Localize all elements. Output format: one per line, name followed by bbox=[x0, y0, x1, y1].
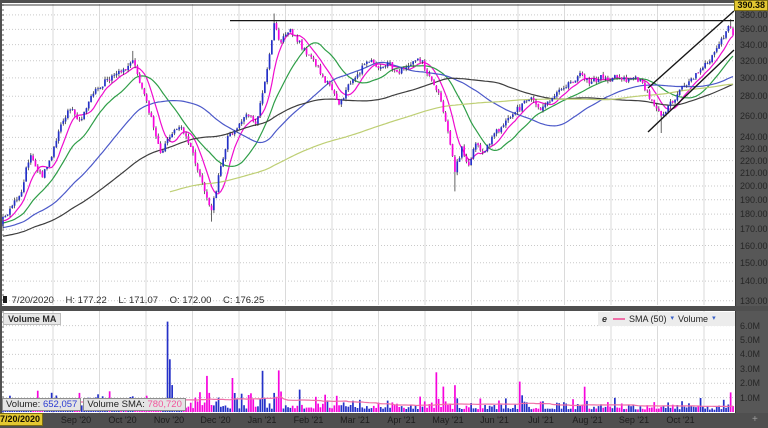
price-axis-tick: 140.00 bbox=[740, 276, 768, 287]
price-axis-tick: 210.00 bbox=[740, 168, 768, 178]
info-low: L: 171.07 bbox=[118, 295, 159, 306]
price-axis-tick: 360.00 bbox=[740, 24, 768, 35]
date-axis-month-label: Apr '21 bbox=[387, 415, 416, 425]
volume-axis[interactable]: 6.0M 5.0M 4.0M 3.0M 2.0M 1.0M bbox=[735, 311, 768, 413]
price-axis-tick: 280.00 bbox=[740, 91, 768, 102]
volume-readouts: Volume: 652,057 Volume SMA: 780,720 bbox=[2, 398, 186, 411]
date-axis-month-label: Dec '20 bbox=[200, 415, 231, 425]
info-open: O: 172.00 bbox=[169, 295, 212, 306]
volume-ma-panel-label[interactable]: Volume MA bbox=[3, 313, 62, 325]
legend-item-volume[interactable]: Volume bbox=[678, 314, 709, 324]
price-axis-tick: 200.00 bbox=[740, 181, 768, 191]
price-axis-tick: 340.00 bbox=[740, 39, 768, 50]
volume-sma-readout: Volume SMA: 780,720 bbox=[83, 398, 186, 411]
price-axis-tick: 180.00 bbox=[740, 209, 768, 220]
date-axis-month-label: Aug '21 bbox=[572, 415, 603, 425]
volume-label: Volume: bbox=[6, 399, 41, 410]
pane-separator[interactable] bbox=[0, 306, 768, 311]
date-axis-month-label: Sep '20 bbox=[60, 415, 92, 425]
bar-marker-icon bbox=[3, 296, 7, 303]
price-axis-tick: 220.00 bbox=[740, 155, 768, 166]
volume-axis-tick: 1.0M bbox=[740, 392, 761, 403]
date-axis-month-label: Feb '21 bbox=[293, 415, 324, 425]
info-close: C: 176.25 bbox=[223, 295, 265, 306]
date-axis[interactable]: Sep '20 Oct '20 Nov '20 Dec '20 Jan '21 Feb '… bbox=[0, 413, 768, 428]
bar-info-line: 7/20/2020 H: 177.22 L: 171.07 O: 172.00 … bbox=[3, 295, 264, 307]
volume-sma-value: 780,720 bbox=[147, 399, 182, 410]
volume-sma-label: Volume SMA: bbox=[87, 399, 145, 410]
date-axis-month-label: Oct '20 bbox=[108, 415, 137, 425]
volume-axis-tick: 5.0M bbox=[740, 335, 761, 345]
info-date: 7/20/2020 bbox=[11, 295, 54, 306]
price-axis-tick: 320.00 bbox=[740, 55, 768, 66]
price-axis-tick: 160.00 bbox=[740, 240, 768, 251]
price-axis-tick: 260.00 bbox=[740, 111, 768, 122]
price-axis-tick: 240.00 bbox=[740, 132, 768, 143]
date-axis-month-label: Oct '21 bbox=[666, 415, 695, 425]
indicator-settings-icon[interactable]: e bbox=[602, 314, 608, 324]
price-axis-tick: 170.00 bbox=[740, 224, 768, 235]
window-top-border bbox=[0, 0, 768, 3]
volume-pane-legend: e SMA (50) ▾ Volume ▾ bbox=[598, 312, 735, 326]
price-axis-tick: 190.00 bbox=[740, 194, 768, 205]
axis-resize-icon[interactable]: + bbox=[752, 414, 758, 425]
price-axis[interactable]: 380.00 360.00 340.00 320.00 300.00 280.00 260.… bbox=[735, 0, 768, 306]
volume-readout: Volume: 652,057 bbox=[2, 398, 82, 411]
chevron-down-icon[interactable]: ▾ bbox=[670, 315, 675, 322]
legend-item-sma[interactable]: SMA (50) bbox=[629, 314, 667, 324]
date-axis-month-label: Jun '21 bbox=[480, 415, 509, 425]
date-axis-month-label: Nov '20 bbox=[153, 415, 185, 425]
volume-axis-tick: 6.0M bbox=[740, 320, 761, 331]
price-axis-tick: 130.00 bbox=[740, 295, 768, 306]
price-axis-tick: 380.00 bbox=[740, 9, 768, 20]
window-left-border bbox=[0, 0, 2, 413]
date-axis-month-label: Jul '21 bbox=[528, 415, 554, 425]
volume-axis-tick: 3.0M bbox=[740, 363, 761, 374]
volume-value: 652,057 bbox=[42, 399, 78, 410]
cursor-price-tag: 390.38 bbox=[734, 0, 768, 11]
volume-axis-tick: 2.0M bbox=[740, 378, 761, 389]
price-axis-tick: 230.00 bbox=[740, 143, 768, 154]
price-axis-tick: 300.00 bbox=[740, 72, 768, 83]
price-axis-tick: 150.00 bbox=[740, 257, 768, 268]
volume-axis-tick: 4.0M bbox=[740, 349, 761, 360]
date-axis-month-label: Sep '21 bbox=[618, 415, 650, 425]
price-chart-canvas[interactable] bbox=[0, 0, 735, 306]
info-high: H: 177.22 bbox=[65, 295, 107, 306]
cursor-date-tag: 7/20/2020 bbox=[0, 413, 44, 426]
sma-line-swatch bbox=[613, 318, 626, 320]
chevron-down-icon[interactable]: ▾ bbox=[712, 315, 716, 322]
date-axis-month-label: Mar '21 bbox=[340, 415, 370, 425]
date-axis-month-label: Jan '21 bbox=[247, 415, 277, 425]
date-axis-month-label: May '21 bbox=[432, 415, 464, 425]
